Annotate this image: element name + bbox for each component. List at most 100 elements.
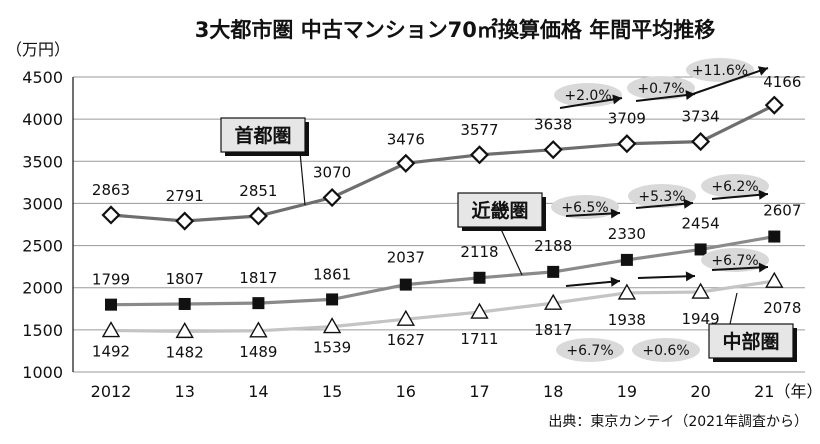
- x-tick-label: 16: [396, 382, 416, 401]
- data-label: 1807: [166, 270, 204, 288]
- change-arrow-head: [683, 198, 693, 209]
- data-label: 2330: [608, 225, 646, 243]
- change-arrow-shaft: [711, 266, 769, 271]
- change-annotation: +11.6%: [686, 58, 769, 96]
- data-label: 1492: [92, 343, 130, 361]
- data-label: 1938: [608, 311, 646, 329]
- data-point-triangle: [322, 317, 342, 334]
- x-tick-label: 13: [175, 382, 195, 401]
- change-arrow-head: [610, 276, 620, 287]
- data-point-diamond: [248, 206, 268, 226]
- axis-layer: 1000 1500 2000 2500 3000 3500 4000 4500 2012 13 14…: [22, 68, 820, 401]
- change-arrow-head: [610, 208, 620, 219]
- data-point-square: [178, 297, 191, 310]
- change-label: +5.3%: [638, 189, 685, 205]
- series-lines: [110, 103, 776, 334]
- y-tick-label: 3500: [22, 152, 63, 171]
- series-name-label: 中部圏: [722, 330, 779, 353]
- y-tick-label: 4500: [22, 68, 63, 87]
- change-annotation: +2.0%: [554, 83, 623, 109]
- change-annotation: +0.7%: [627, 76, 696, 102]
- data-label: 1482: [166, 343, 204, 361]
- data-point-diamond: [617, 134, 637, 154]
- series-name-label: 首都圏: [234, 124, 291, 147]
- data-point-triangle: [691, 282, 710, 299]
- change-label: +0.7%: [637, 81, 684, 97]
- change-label: +11.6%: [692, 63, 748, 79]
- data-label: 1711: [460, 330, 498, 348]
- data-label: 1489: [239, 343, 277, 361]
- data-label: 4166: [763, 73, 801, 91]
- change-label: +6.5%: [561, 200, 608, 216]
- data-label: 2078: [763, 299, 801, 317]
- change-arrow-shaft: [565, 212, 621, 217]
- change-annotation: +0.6%: [632, 271, 700, 362]
- data-point-triangle: [543, 293, 563, 310]
- series-markers: [101, 95, 784, 339]
- y-axis-label: （万円）: [6, 40, 70, 59]
- data-label: 2118: [460, 243, 498, 261]
- data-point-triangle: [175, 321, 194, 339]
- data-point-diamond: [322, 187, 342, 208]
- change-arrow-shaft: [565, 280, 621, 287]
- change-bubble: [632, 338, 700, 362]
- change-label: +6.2%: [711, 179, 758, 195]
- callout-pointer: [729, 292, 738, 325]
- data-label: 2037: [387, 249, 425, 267]
- data-point-square: [694, 243, 707, 256]
- y-tick-label: 2000: [22, 279, 63, 298]
- data-point-diamond: [764, 95, 784, 115]
- change-arrow-shaft: [559, 97, 623, 109]
- data-label: 1817: [534, 321, 572, 339]
- data-point-square: [620, 253, 633, 266]
- x-tick-label: 21（年）: [754, 382, 820, 401]
- x-tick-label: 2012: [91, 382, 132, 401]
- data-point-triangle: [249, 321, 268, 338]
- change-arrow-head: [612, 94, 622, 105]
- callout-box: [220, 117, 306, 153]
- data-point-square: [473, 271, 486, 284]
- data-point-square: [768, 230, 781, 243]
- x-tick-label: 17: [469, 382, 489, 401]
- series-callout: 中部圏: [708, 292, 797, 362]
- data-point-square: [252, 297, 265, 310]
- data-label: 3070: [313, 164, 351, 182]
- callout-pointer: [299, 151, 306, 206]
- data-label: 3638: [534, 116, 572, 134]
- change-annotation: +6.7%: [701, 248, 769, 273]
- callout-box: [457, 192, 543, 228]
- data-point-square: [326, 293, 339, 306]
- series-line-1: [110, 235, 775, 307]
- change-annotation: +6.7%: [556, 276, 624, 362]
- data-label: 3476: [387, 130, 425, 148]
- x-tick-label: 14: [248, 382, 268, 401]
- data-label: 1799: [92, 271, 130, 289]
- x-tick-label: 18: [543, 382, 563, 401]
- change-label: +6.7%: [566, 343, 613, 359]
- change-annotation: +6.5%: [551, 195, 621, 219]
- change-arrow-head: [685, 271, 695, 282]
- data-point-triangle: [617, 283, 637, 300]
- change-annotation: +5.3%: [628, 184, 696, 209]
- data-labels: 2863 2791 2851 3070 3476 3577 3638 3709 3734 4166…: [92, 73, 801, 361]
- change-arrow-shaft: [637, 275, 696, 279]
- change-arrow-shaft: [689, 67, 769, 96]
- change-bubble: [701, 174, 769, 198]
- data-point-triangle: [765, 271, 784, 288]
- change-label: +6.7%: [711, 253, 758, 269]
- data-label: 3709: [608, 110, 646, 128]
- y-tick-label: 4000: [22, 110, 63, 129]
- series-name-label: 近畿圏: [471, 199, 528, 222]
- data-point-diamond: [175, 211, 195, 231]
- y-tick-label: 1500: [22, 321, 63, 340]
- data-label: 3734: [682, 108, 720, 126]
- data-point-square: [547, 265, 560, 278]
- source-note: 出典：東京カンテイ（2021年調査から）: [548, 414, 808, 430]
- data-point-square: [105, 298, 117, 311]
- change-arrow-shaft: [635, 93, 696, 102]
- series-line-0: [110, 103, 776, 223]
- y-tick-label: 2500: [22, 237, 63, 256]
- data-point-triangle: [396, 309, 416, 326]
